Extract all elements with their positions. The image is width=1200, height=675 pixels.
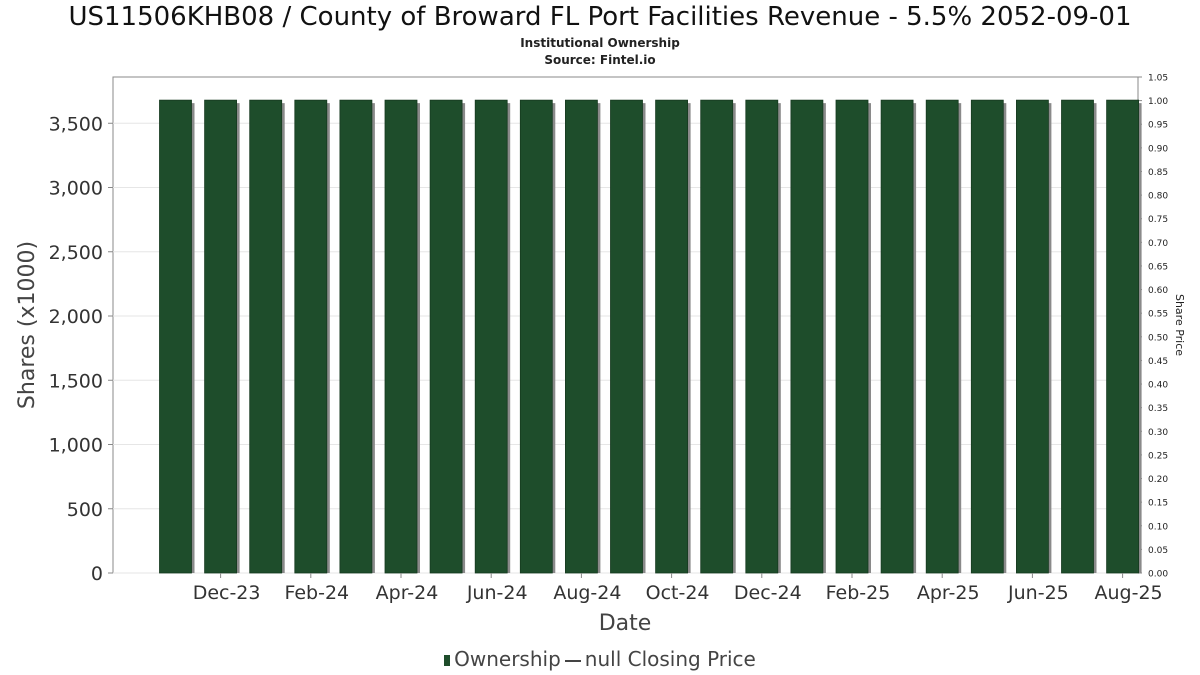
- y2-tick-label: 1.00: [1148, 97, 1168, 107]
- y2-tick-label: 0.55: [1148, 310, 1168, 320]
- x-tick-label: Jun-25: [1007, 582, 1069, 604]
- y2-tick-label: 0.35: [1148, 404, 1168, 414]
- legend-ownership-label: Ownership: [454, 647, 561, 671]
- y2-tick-label: 0.75: [1148, 215, 1168, 225]
- y2-tick-label: 0.45: [1148, 357, 1168, 367]
- y-tick-label: 1,000: [49, 435, 103, 457]
- y-tick-label: 2,000: [49, 306, 103, 328]
- legend-price-label: null Closing Price: [584, 647, 756, 671]
- y2-tick-label: 0.10: [1148, 522, 1168, 532]
- y2-tick-label: 0.20: [1148, 475, 1168, 485]
- y-tick-label: 0: [91, 563, 103, 585]
- chart-legend: Ownership null Closing Price: [0, 647, 1200, 671]
- x-tick-label: Feb-24: [284, 582, 349, 604]
- y2-tick-label: 0.30: [1148, 428, 1168, 438]
- chart-source: Source: Fintel.io: [544, 53, 656, 67]
- y2-tick-label: 0.95: [1148, 121, 1168, 131]
- ownership-bar: [429, 99, 463, 574]
- ownership-bar: [565, 99, 598, 574]
- y2-tick-label: 0.80: [1148, 192, 1168, 202]
- y2-tick-label: 0.05: [1148, 546, 1168, 556]
- y2-tick-label: 0.00: [1148, 570, 1168, 580]
- price-legend-line: [564, 659, 581, 662]
- y2-tick-label: 0.85: [1148, 168, 1168, 178]
- y2-tick-label: 0.50: [1148, 333, 1168, 343]
- ownership-bar: [294, 99, 328, 574]
- ownership-bar: [474, 99, 508, 574]
- y-tick-label: 500: [67, 499, 103, 521]
- ownership-bar: [655, 99, 688, 574]
- ownership-bar: [700, 99, 734, 574]
- y2-tick-label: 0.65: [1148, 262, 1168, 272]
- ownership-bar: [159, 99, 192, 574]
- y2-tick-label: 0.70: [1148, 239, 1168, 249]
- y-tick-label: 3,500: [49, 113, 103, 135]
- ownership-bar: [745, 99, 779, 574]
- ownership-bar: [925, 99, 959, 574]
- x-tick-label: Feb-25: [826, 582, 891, 604]
- ownership-bar: [204, 99, 238, 574]
- ownership-bar: [519, 99, 553, 574]
- y-tick-label: 3,000: [49, 178, 103, 200]
- ownership-bar: [610, 99, 643, 574]
- y-axis-title: Shares (x1000): [15, 241, 40, 409]
- y2-tick-label: 0.40: [1148, 381, 1168, 391]
- x-tick-label: Aug-25: [1095, 582, 1163, 604]
- ownership-bar: [1106, 99, 1139, 574]
- ownership-bar: [880, 99, 914, 574]
- x-tick-label: Dec-24: [734, 582, 802, 604]
- x-tick-label: Dec-23: [193, 582, 261, 604]
- x-tick-label: Jun-24: [466, 582, 528, 604]
- ownership-bar: [790, 99, 824, 574]
- y2-tick-label: 0.25: [1148, 451, 1168, 461]
- ownership-bar: [835, 99, 869, 574]
- y2-tick-label: 0.90: [1148, 144, 1168, 154]
- y2-tick-label: 1.05: [1148, 74, 1168, 84]
- ownership-bar: [384, 99, 418, 574]
- x-axis-title: Date: [599, 611, 652, 636]
- ownership-bar: [339, 99, 373, 574]
- ownership-bar: [249, 99, 283, 574]
- ownership-bar: [1016, 99, 1049, 574]
- x-tick-label: Aug-24: [553, 582, 621, 604]
- y2-tick-label: 0.15: [1148, 499, 1168, 509]
- ownership-bar: [970, 99, 1004, 574]
- y-tick-label: 1,500: [49, 370, 103, 392]
- x-tick-label: Oct-24: [646, 582, 710, 604]
- chart-subtitle: Institutional Ownership: [520, 36, 680, 50]
- x-tick-label: Apr-25: [917, 582, 980, 604]
- chart-title: US11506KHB08 / County of Broward FL Port…: [68, 2, 1132, 32]
- x-tick-label: Apr-24: [376, 582, 439, 604]
- y-tick-label: 2,500: [49, 242, 103, 264]
- y2-tick-label: 0.60: [1148, 286, 1168, 296]
- ownership-bar: [1061, 99, 1094, 574]
- ownership-legend-swatch: [444, 655, 451, 666]
- y2-axis-title: Share Price: [1173, 294, 1186, 356]
